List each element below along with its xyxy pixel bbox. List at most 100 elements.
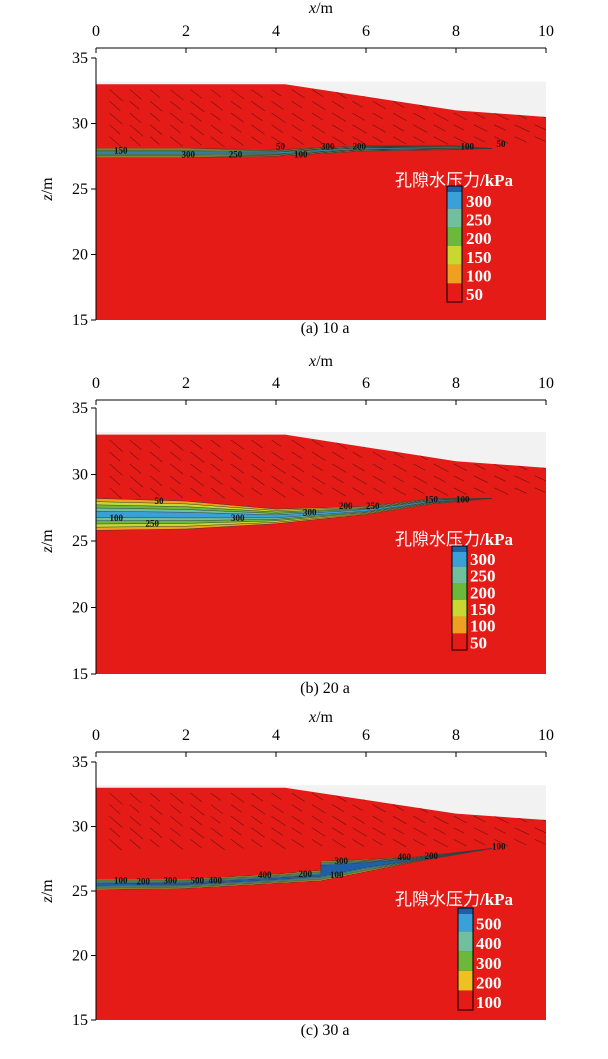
- flow-arrow: [311, 124, 326, 134]
- y-tick-label: 15: [72, 312, 88, 329]
- flow-arrow: [352, 124, 368, 134]
- flow-arrow: [291, 475, 302, 483]
- colorbar-swatch: [452, 633, 467, 650]
- flow-arrow: [251, 124, 265, 135]
- contour-label: 150: [114, 146, 128, 156]
- flow-arrow: [372, 136, 383, 143]
- y-tick-label: 20: [72, 247, 88, 264]
- flow-arrow: [190, 804, 205, 816]
- flow-arrow: [311, 487, 323, 495]
- flow-arrow: [494, 112, 509, 121]
- flow-arrow: [170, 487, 183, 498]
- contour-label: 200: [425, 851, 439, 861]
- flow-arrow: [251, 475, 265, 486]
- flow-arrow: [534, 827, 546, 834]
- flow-arrow: [332, 475, 344, 484]
- contour-label: 150: [425, 494, 439, 504]
- flow-arrow: [170, 463, 184, 475]
- flow-arrow: [311, 792, 324, 801]
- colorbar-swatch: [447, 264, 462, 284]
- colorbar-swatch: [447, 227, 462, 246]
- flow-arrow: [271, 792, 282, 800]
- flow-arrow: [271, 124, 284, 133]
- flow-arrow: [129, 89, 142, 100]
- flow-arrow: [170, 451, 182, 461]
- flow-arrow: [129, 792, 142, 804]
- flow-arrow: [170, 439, 184, 451]
- flow-arrow: [514, 487, 527, 494]
- y-axis-title: z/m: [39, 177, 56, 202]
- contour-label: 100: [330, 870, 344, 880]
- contour-label: 200: [137, 877, 151, 887]
- flow-arrow: [230, 136, 244, 146]
- flow-arrow: [109, 439, 123, 452]
- colorbar-tick-label: 150: [470, 600, 496, 619]
- flow-arrow: [190, 112, 202, 122]
- flow-arrow: [109, 839, 123, 851]
- flow-arrow: [473, 124, 488, 132]
- flow-arrow: [210, 439, 221, 448]
- flow-arrow: [372, 451, 386, 460]
- flow-arrow: [271, 112, 286, 123]
- flow-arrow: [494, 827, 507, 834]
- flow-arrow: [534, 475, 546, 482]
- flow-arrow: [210, 100, 224, 111]
- colorbar-swatch: [447, 208, 462, 228]
- colorbar-swatch: [447, 283, 462, 302]
- flow-arrow: [413, 124, 428, 133]
- colorbar-swatch: [452, 583, 467, 600]
- flow-arrow: [352, 136, 365, 144]
- flow-arrow: [352, 463, 365, 472]
- flow-arrow: [129, 815, 142, 827]
- colorbar-tick-label: 200: [466, 229, 492, 248]
- flow-arrow: [170, 815, 184, 827]
- flow-arrow: [352, 487, 365, 496]
- flow-arrow: [109, 804, 121, 815]
- x-tick-label: 2: [182, 727, 190, 744]
- flow-arrow: [190, 792, 203, 803]
- flow-arrow: [129, 124, 144, 137]
- flow-arrow: [332, 804, 345, 813]
- flow-arrow: [109, 136, 123, 148]
- flow-arrow: [129, 804, 140, 813]
- flow-arrow: [291, 827, 302, 835]
- flow-arrow: [210, 451, 224, 462]
- flow-arrow: [392, 124, 404, 132]
- pressure-zone: [96, 498, 493, 531]
- flow-arrow: [413, 827, 428, 836]
- contour-label: 400: [209, 875, 223, 885]
- flow-arrow: [190, 124, 205, 136]
- x-tick-label: 2: [182, 23, 190, 40]
- colorbar-swatch: [458, 990, 473, 1010]
- flow-arrow: [190, 475, 205, 487]
- flow-arrow: [372, 100, 386, 110]
- flow-arrow: [433, 112, 449, 122]
- flow-arrow: [372, 804, 386, 813]
- flow-arrow: [251, 792, 263, 802]
- colorbar-tick-label: 300: [470, 550, 496, 569]
- flow-arrow: [230, 804, 242, 813]
- flow-arrow: [473, 487, 485, 494]
- flow-arrow: [392, 475, 404, 483]
- flow-arrow: [514, 839, 527, 846]
- flow-arrow: [149, 792, 161, 802]
- flow-arrow: [433, 124, 446, 132]
- flow-arrow: [494, 815, 509, 824]
- flow-arrow: [230, 439, 245, 450]
- contour-label: 200: [339, 501, 353, 511]
- y-tick-label: 30: [72, 116, 88, 133]
- flow-arrow: [251, 451, 266, 462]
- pressure-field: [96, 84, 546, 320]
- flow-arrow: [149, 827, 163, 838]
- flow-arrow: [332, 136, 346, 146]
- flow-arrow: [392, 100, 405, 108]
- flow-arrow: [251, 804, 266, 815]
- flow-arrow: [473, 136, 485, 143]
- x-tick-label: 6: [362, 23, 370, 40]
- flow-arrow: [190, 463, 202, 473]
- flow-arrow: [372, 475, 386, 484]
- flow-arrow: [311, 475, 326, 485]
- flow-arrow: [311, 804, 326, 814]
